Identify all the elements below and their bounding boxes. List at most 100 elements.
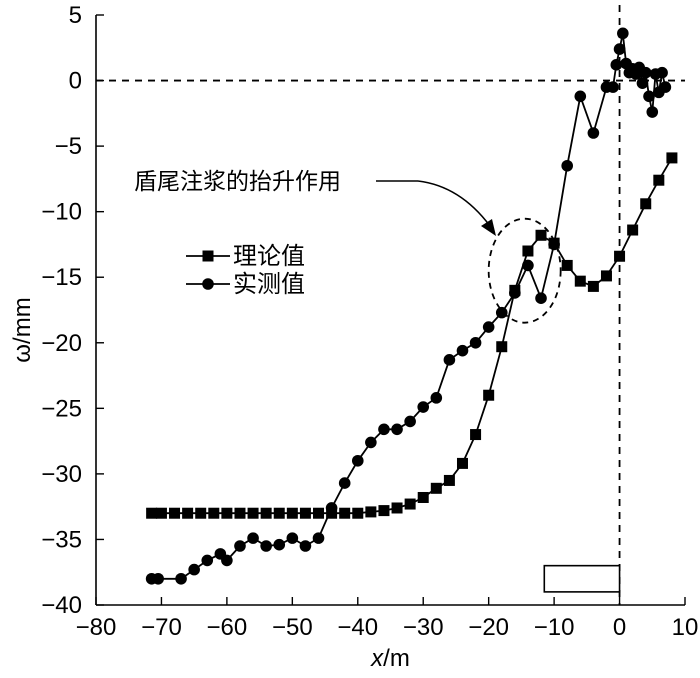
square-marker (561, 259, 573, 271)
circle-marker (613, 43, 626, 55)
square-marker (600, 270, 612, 282)
square-marker (587, 280, 599, 292)
square-marker (221, 507, 233, 519)
reference-lines (96, 5, 685, 605)
square-marker (273, 507, 285, 519)
circle-marker (509, 287, 521, 299)
square-marker (666, 152, 678, 164)
axis-ticks: −80 −70 −60 −50 −40 −30 −20 −10 0 10 5 0 −5 −10 −15 −20… (41, 2, 698, 641)
x-tick-label: −80 (76, 614, 117, 641)
circle-marker (404, 415, 416, 428)
circle-marker (351, 454, 364, 467)
circle-marker (430, 392, 443, 404)
legend-label: 实测值 (233, 270, 305, 298)
circle-marker (391, 423, 403, 436)
square-marker (470, 429, 482, 441)
circle-marker (495, 306, 508, 319)
square-marker (313, 507, 325, 519)
series-layer (145, 27, 678, 585)
circle-marker (338, 477, 351, 489)
circle-marker (456, 344, 469, 357)
x-tick-label: −50 (272, 614, 313, 641)
y-tick-label: −15 (41, 264, 82, 291)
annotation-layer: 盾尾注浆的抬升作用 (134, 169, 562, 324)
circle-marker (587, 127, 600, 139)
square-marker (365, 506, 377, 518)
square-marker (391, 502, 403, 514)
square-marker (339, 507, 351, 519)
y-tick-label: −35 (41, 526, 82, 553)
circle-marker (469, 336, 482, 349)
square-marker (234, 507, 246, 519)
square-marker (535, 229, 547, 241)
circle-marker (561, 159, 573, 172)
series-line (151, 33, 667, 580)
circle-marker (574, 90, 587, 103)
x-axis-variable: x (370, 645, 384, 672)
circle-marker (188, 563, 200, 576)
y-tick-label: −10 (41, 199, 82, 226)
x-tick-label: −30 (403, 614, 444, 641)
annotation-text: 盾尾注浆的抬升作用 (134, 169, 341, 195)
circle-marker (201, 554, 214, 567)
circle-marker (643, 90, 655, 103)
square-marker (404, 498, 416, 510)
circle-marker (273, 538, 286, 551)
square-marker (299, 507, 311, 519)
circle-marker (522, 259, 534, 272)
square-marker (286, 507, 298, 519)
circle-marker (175, 572, 187, 585)
y-tick-label: −5 (55, 133, 82, 160)
y-tick-label: −40 (41, 592, 82, 619)
circle-marker (299, 540, 312, 552)
x-axis-unit: /m (383, 645, 410, 672)
square-marker (614, 250, 626, 262)
x-tick-label: −70 (141, 614, 182, 641)
y-tick-label: −20 (41, 330, 82, 357)
y-tick-label: 0 (69, 68, 82, 95)
circle-marker (378, 423, 390, 436)
circle-marker (610, 59, 623, 71)
circle-marker (656, 66, 668, 79)
square-marker (456, 457, 468, 469)
square-marker (155, 507, 167, 519)
legend-circle-marker (202, 278, 214, 290)
shield-box (543, 564, 621, 593)
square-marker (169, 507, 181, 519)
circle-marker (312, 532, 325, 544)
square-marker (640, 198, 652, 210)
circle-marker (617, 27, 629, 40)
circle-marker (221, 554, 233, 567)
x-tick-label: −60 (207, 614, 248, 641)
circle-marker (443, 354, 456, 366)
square-marker (443, 474, 455, 486)
annotation-leader-curve (417, 180, 491, 227)
circle-marker (325, 502, 338, 514)
circle-marker (535, 292, 547, 305)
circle-marker (247, 532, 259, 544)
circle-marker (639, 66, 652, 79)
circle-marker (659, 81, 672, 93)
legend-label: 理论值 (233, 242, 305, 270)
y-tick-label: −30 (41, 461, 82, 488)
circle-marker (152, 572, 164, 585)
square-marker (378, 505, 390, 517)
square-marker (653, 174, 665, 186)
annotation-arrowhead (481, 219, 496, 236)
legend-square-marker (202, 250, 214, 262)
square-marker (146, 507, 158, 519)
circle-marker (646, 106, 659, 118)
square-marker (574, 275, 586, 287)
x-tick-label: −10 (534, 614, 575, 641)
square-marker (522, 245, 534, 257)
square-marker (247, 507, 259, 519)
square-marker (208, 507, 220, 519)
x-tick-label: −40 (337, 614, 378, 641)
square-marker (352, 507, 364, 519)
square-marker (195, 507, 207, 519)
x-tick-label: 10 (672, 614, 699, 641)
x-axis-title: x/m (370, 645, 410, 672)
circle-marker (607, 81, 619, 93)
